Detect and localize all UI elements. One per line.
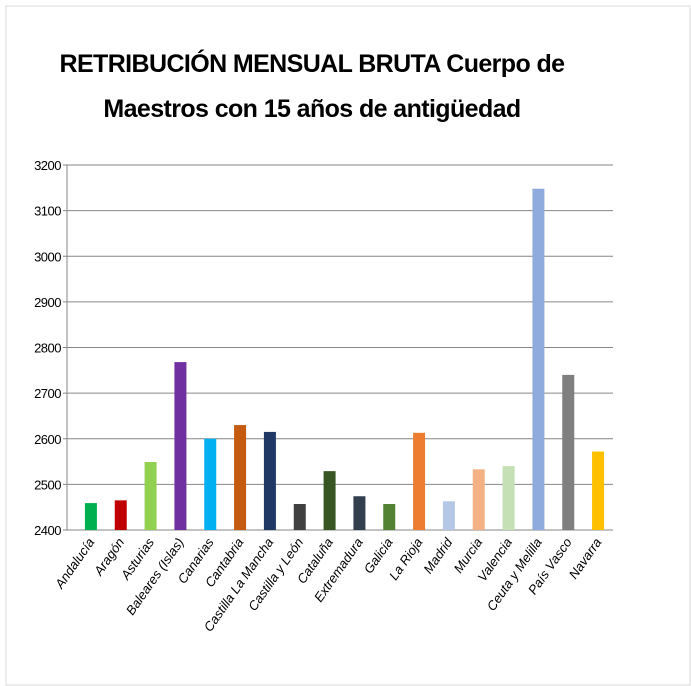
- bar: [353, 496, 366, 530]
- bar: [502, 466, 515, 530]
- chart-title: RETRIBUCIÓN MENSUAL BRUTA Cuerpo de: [60, 48, 566, 78]
- bar: [532, 188, 545, 530]
- y-tick-label: 3100: [34, 204, 61, 219]
- frame: [5, 5, 691, 686]
- y-tick-label: 2500: [34, 477, 61, 492]
- bar: [323, 471, 336, 530]
- y-tick-label: 2700: [34, 386, 61, 401]
- bar: [114, 500, 127, 530]
- bar: [204, 438, 217, 530]
- y-tick-label: 2400: [34, 523, 61, 538]
- y-tick-label: 2600: [34, 432, 61, 447]
- bar: [383, 503, 396, 530]
- bar: [144, 462, 157, 530]
- y-tick-label: 3200: [34, 158, 61, 173]
- bar: [234, 425, 247, 530]
- bar: [592, 451, 605, 530]
- bar: [84, 503, 97, 530]
- y-tick-label: 3000: [34, 249, 61, 264]
- bar: [413, 432, 426, 530]
- y-tick-label: 2900: [34, 295, 61, 310]
- bar: [442, 501, 455, 530]
- bar: [174, 362, 187, 530]
- bar: [263, 431, 276, 530]
- bar: [562, 374, 575, 530]
- bar: [293, 503, 306, 530]
- bar: [472, 469, 485, 530]
- y-tick-label: 2800: [34, 341, 61, 356]
- chart-title: Maestros con 15 años de antigüedad: [103, 95, 520, 123]
